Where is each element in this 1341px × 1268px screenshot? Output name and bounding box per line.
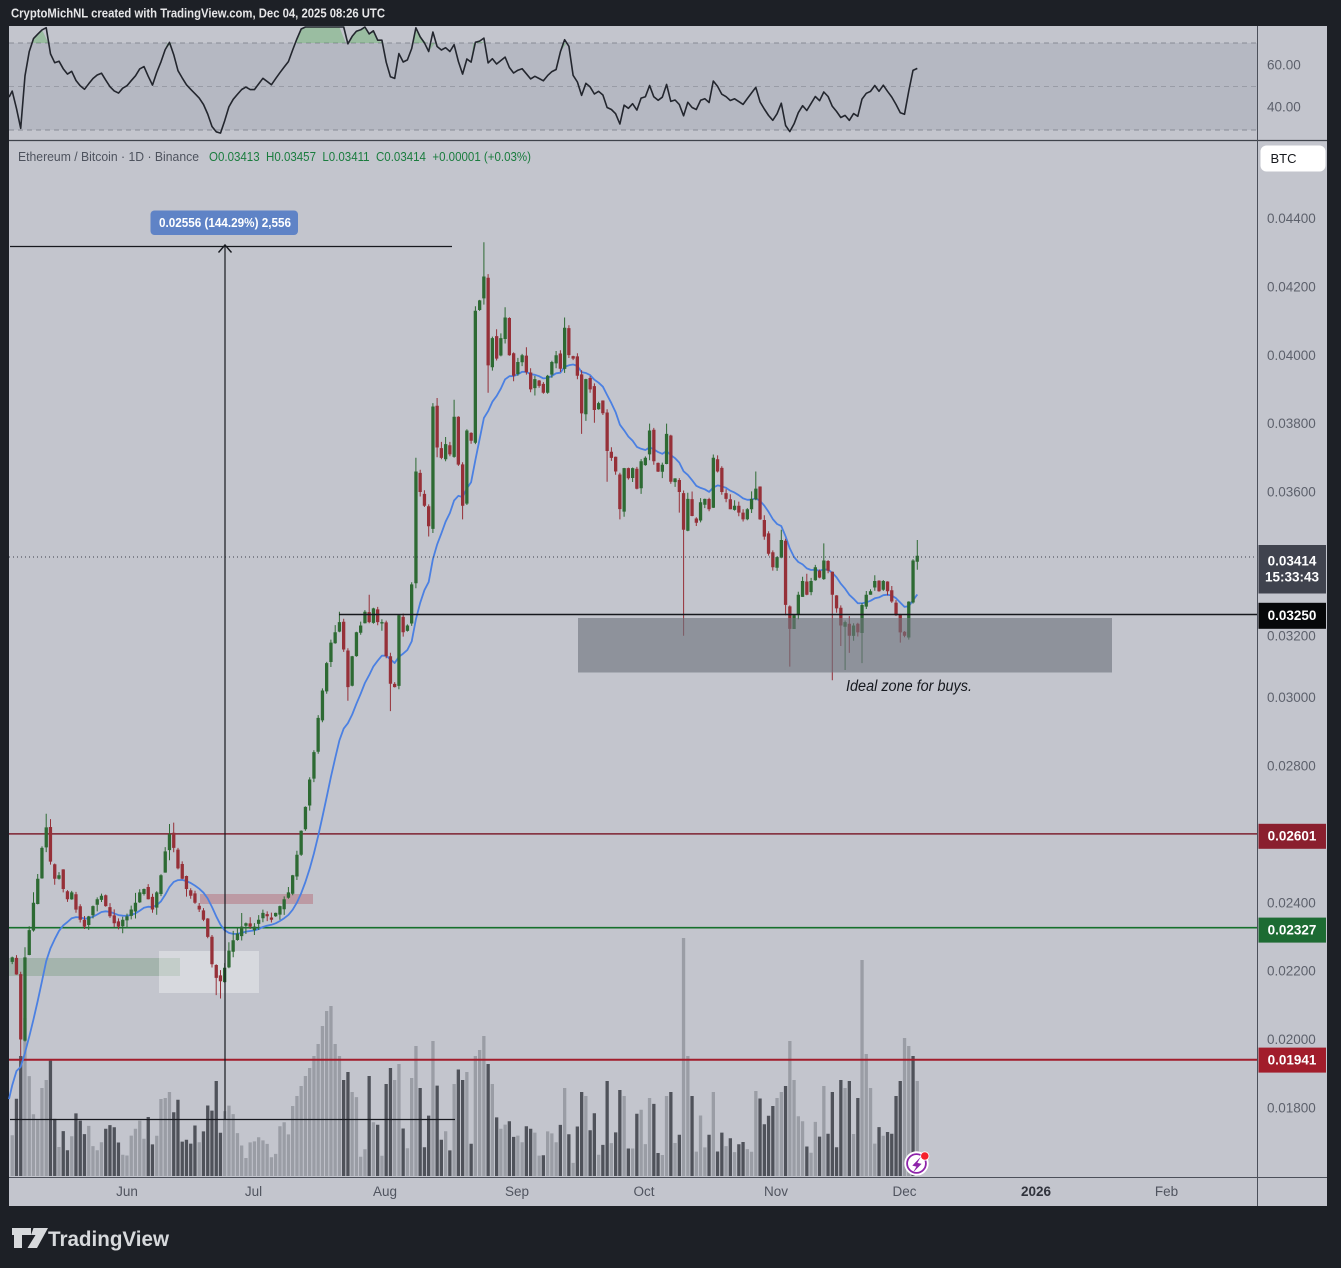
svg-text:Dec: Dec xyxy=(892,1184,916,1199)
svg-text:Nov: Nov xyxy=(764,1184,788,1199)
svg-text:Feb: Feb xyxy=(1155,1184,1178,1199)
svg-text:2026: 2026 xyxy=(1021,1184,1052,1199)
svg-text:0.02601: 0.02601 xyxy=(1268,829,1317,844)
svg-text:40.00: 40.00 xyxy=(1267,100,1301,115)
svg-text:0.04200: 0.04200 xyxy=(1267,279,1316,294)
svg-text:CryptoMichNL created with Trad: CryptoMichNL created with TradingView.co… xyxy=(11,6,386,21)
svg-text:Jun: Jun xyxy=(116,1184,138,1199)
svg-text:Oct: Oct xyxy=(633,1184,654,1199)
svg-text:O0.03413 H0.03457 L0.03411: O0.03413 H0.03457 L0.03411 C0.03414 +0.0… xyxy=(209,149,531,164)
svg-text:0.02800: 0.02800 xyxy=(1267,758,1316,773)
svg-text:0.02327: 0.02327 xyxy=(1268,922,1317,937)
svg-text:Ethereum / Bitcoin · 1D · Bina: Ethereum / Bitcoin · 1D · Binance xyxy=(18,149,199,164)
svg-text:0.03800: 0.03800 xyxy=(1267,416,1316,431)
svg-text:0.03000: 0.03000 xyxy=(1267,690,1316,705)
svg-text:0.04400: 0.04400 xyxy=(1267,211,1316,226)
svg-text:0.01941: 0.01941 xyxy=(1268,1052,1317,1067)
svg-text:Aug: Aug xyxy=(373,1184,397,1199)
svg-text:60.00: 60.00 xyxy=(1267,58,1301,73)
svg-text:0.03414: 0.03414 xyxy=(1268,554,1317,569)
svg-text:0.01800: 0.01800 xyxy=(1267,1101,1316,1116)
svg-text:0.02400: 0.02400 xyxy=(1267,895,1316,910)
svg-text:Ideal zone for buys.: Ideal zone for buys. xyxy=(846,678,972,695)
svg-text:0.03250: 0.03250 xyxy=(1268,608,1317,623)
svg-text:0.03600: 0.03600 xyxy=(1267,485,1316,500)
svg-text:0.04000: 0.04000 xyxy=(1267,348,1316,363)
svg-text:0.02200: 0.02200 xyxy=(1267,964,1316,979)
svg-text:15:33:43: 15:33:43 xyxy=(1265,570,1320,585)
svg-text:Sep: Sep xyxy=(505,1184,529,1199)
svg-text:TradingView: TradingView xyxy=(48,1227,169,1251)
svg-text:BTC: BTC xyxy=(1271,151,1297,166)
svg-text:0.03200: 0.03200 xyxy=(1267,629,1316,644)
svg-text:0.02000: 0.02000 xyxy=(1267,1032,1316,1047)
svg-text:Jul: Jul xyxy=(245,1184,262,1199)
svg-text:0.02556 (144.29%) 2,556: 0.02556 (144.29%) 2,556 xyxy=(159,216,291,230)
